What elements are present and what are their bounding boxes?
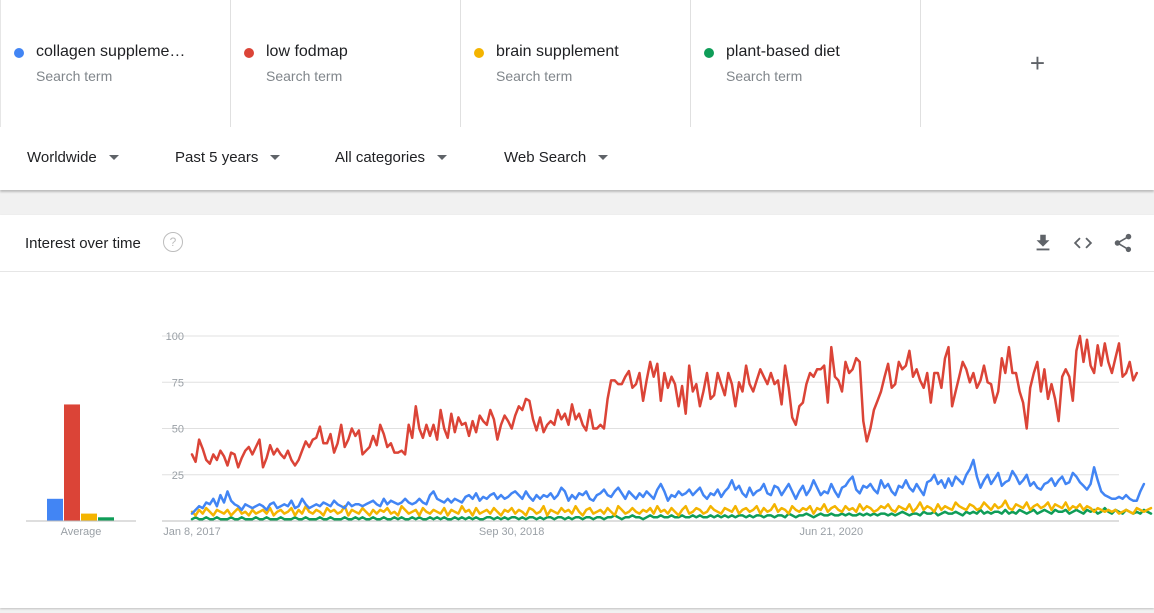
- series-line-brain-supplement[interactable]: [190, 499, 1153, 517]
- term-type: Search term: [36, 68, 113, 84]
- interest-chart: Average 25 50 75 100 Jan 8, 2017 Sep 30, 201…: [26, 331, 1153, 538]
- term-color-dot: [14, 48, 24, 58]
- average-bar-2[interactable]: [64, 404, 80, 521]
- x-tick-label: Jun 21, 2020: [799, 526, 863, 538]
- average-bar-3[interactable]: [81, 513, 97, 521]
- chart-grid: 25 50 75 100: [162, 331, 1119, 522]
- download-icon[interactable]: [1032, 232, 1054, 254]
- chart-lines: [190, 334, 1153, 521]
- card-title: Interest over time: [25, 235, 141, 252]
- term-type: Search term: [266, 68, 343, 84]
- average-bars: Average: [26, 404, 136, 538]
- caret-down-icon: [108, 155, 119, 160]
- y-tick-label: 25: [172, 470, 184, 482]
- average-bar-1[interactable]: [47, 498, 63, 521]
- region-label: Worldwide: [27, 149, 97, 166]
- term-type: Search term: [496, 68, 573, 84]
- series-line-low-fodmap[interactable]: [190, 334, 1139, 469]
- share-icon[interactable]: [1112, 232, 1134, 254]
- term-type: Search term: [726, 68, 803, 84]
- term-card-2[interactable]: low fodmap Search term: [230, 0, 460, 127]
- help-icon[interactable]: ?: [163, 232, 183, 252]
- term-card-1[interactable]: collagen suppleme… Search term: [0, 0, 230, 127]
- term-card-3[interactable]: brain supplement Search term: [460, 0, 690, 127]
- caret-down-icon: [598, 155, 609, 160]
- x-axis-ticks: Jan 8, 2017 Sep 30, 2018 Jun 21, 2020: [163, 526, 863, 538]
- caret-down-icon: [270, 155, 281, 160]
- average-bar-4[interactable]: [98, 517, 114, 521]
- caret-down-icon: [437, 155, 448, 160]
- average-label: Average: [61, 526, 102, 538]
- add-comparison-button[interactable]: +: [920, 0, 1154, 127]
- term-name[interactable]: plant-based diet: [726, 43, 840, 60]
- term-name[interactable]: low fodmap: [266, 43, 348, 60]
- category-dropdown[interactable]: All categories: [335, 149, 448, 166]
- y-tick-label: 50: [172, 424, 184, 436]
- interest-over-time-card: Interest over time ? Average 25 50 75 100 J…: [0, 215, 1154, 608]
- category-label: All categories: [335, 149, 426, 166]
- term-card-4[interactable]: plant-based diet Search term: [690, 0, 920, 127]
- series-line-plant-based-diet[interactable]: [190, 506, 1153, 521]
- plus-icon: +: [1029, 48, 1046, 78]
- term-name[interactable]: collagen suppleme…: [36, 43, 186, 60]
- filters-bar: Worldwide Past 5 years All categories We…: [0, 127, 1154, 190]
- search-type-dropdown[interactable]: Web Search: [504, 149, 609, 166]
- search-type-label: Web Search: [504, 149, 587, 166]
- search-terms-bar: collagen suppleme… Search term low fodma…: [0, 0, 1154, 128]
- term-name[interactable]: brain supplement: [496, 43, 619, 60]
- term-color-dot: [474, 48, 484, 58]
- period-dropdown[interactable]: Past 5 years: [175, 149, 281, 166]
- region-dropdown[interactable]: Worldwide: [27, 149, 119, 166]
- y-tick-label: 100: [166, 331, 184, 343]
- card-header: Interest over time ?: [0, 215, 1154, 272]
- series-line-collagen-suppleme-[interactable]: [190, 458, 1146, 515]
- term-color-dot: [704, 48, 714, 58]
- term-color-dot: [244, 48, 254, 58]
- y-tick-label: 75: [172, 377, 184, 389]
- period-label: Past 5 years: [175, 149, 259, 166]
- x-tick-label: Jan 8, 2017: [163, 526, 221, 538]
- x-tick-label: Sep 30, 2018: [479, 526, 544, 538]
- embed-icon[interactable]: [1072, 232, 1094, 254]
